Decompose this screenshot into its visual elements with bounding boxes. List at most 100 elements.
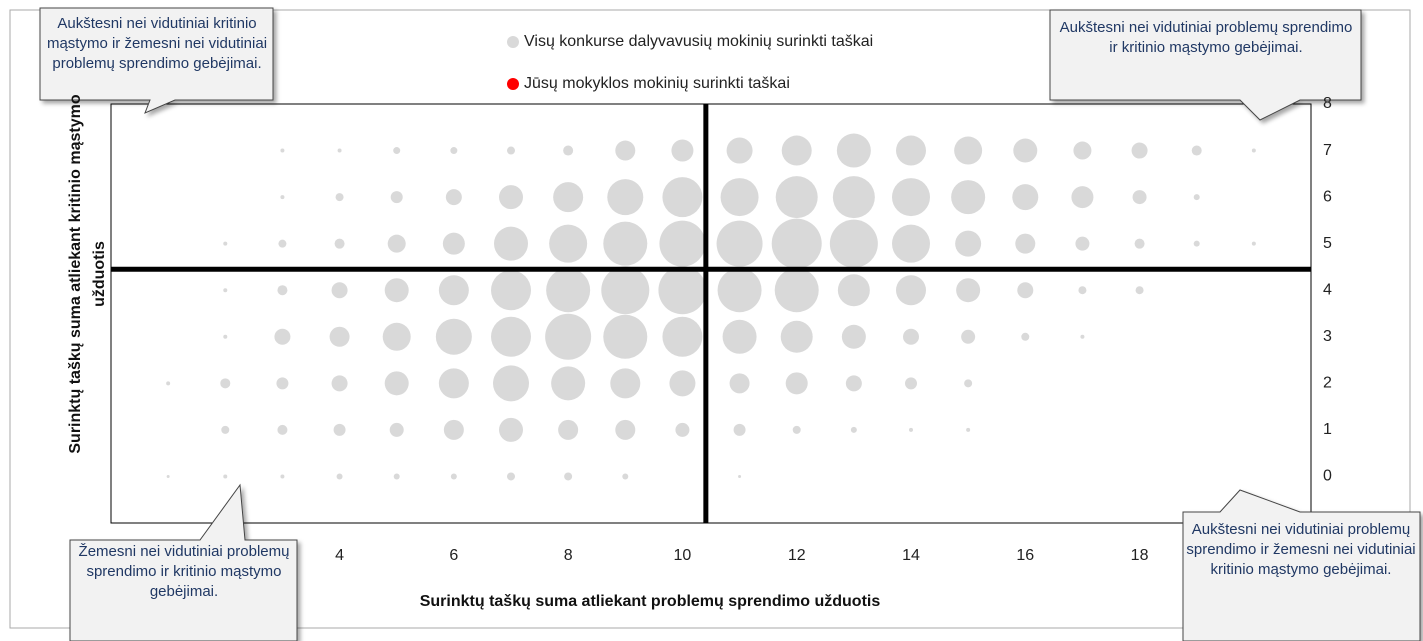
bubble	[671, 139, 694, 162]
bubble	[221, 425, 230, 434]
bubble	[720, 178, 759, 217]
bubble	[733, 423, 746, 436]
bubble	[278, 239, 287, 248]
x-tick-label: 10	[674, 547, 692, 564]
bubble	[659, 220, 706, 267]
bubble	[603, 221, 648, 266]
y-axis-title: Surinktų taškų suma atliekant kritinio m…	[67, 94, 108, 454]
bubble	[443, 419, 464, 440]
plot	[166, 133, 1256, 481]
x-tick-label: 6	[449, 547, 458, 564]
bubble	[280, 195, 285, 200]
bubble	[553, 182, 584, 213]
y-tick-label: 6	[1323, 188, 1332, 205]
bubble	[850, 426, 857, 433]
bubble	[892, 224, 930, 263]
bubble	[277, 424, 288, 435]
bubble	[956, 278, 981, 303]
bubble	[1193, 240, 1200, 247]
bubble	[961, 329, 976, 344]
bubble	[729, 373, 750, 394]
bubble	[781, 135, 812, 166]
bubble	[331, 282, 348, 299]
legend-label: Visų konkurse dalyvavusių mokinių surink…	[524, 33, 873, 50]
callout-box	[1182, 489, 1421, 641]
bubble	[622, 473, 629, 480]
bubble	[166, 381, 171, 386]
bubble	[387, 234, 406, 253]
legend-label: Jūsų mokyklos mokinių surinkti taškai	[524, 75, 790, 92]
bubble	[658, 266, 707, 315]
bubble	[896, 275, 926, 306]
bubble	[280, 148, 285, 153]
bubble	[601, 266, 650, 315]
bubble	[774, 268, 819, 313]
plot-border	[110, 103, 1312, 524]
bubble	[607, 179, 644, 216]
y-tick-label: 1	[1323, 421, 1332, 438]
bubble	[393, 147, 401, 155]
x-tick-label: 8	[564, 547, 573, 564]
bubble	[775, 176, 818, 219]
bubble	[333, 423, 346, 436]
x-axis-title: Surinktų taškų suma atliekant problemų s…	[419, 593, 881, 610]
bubble	[1021, 332, 1030, 341]
bubble	[1134, 238, 1145, 249]
bubble	[438, 368, 469, 399]
bubble	[1071, 186, 1094, 209]
bubble	[335, 193, 344, 202]
bubble	[491, 270, 531, 311]
bubble	[450, 147, 458, 155]
bubble	[845, 375, 862, 392]
bubble	[1078, 286, 1087, 295]
chart-border	[9, 9, 1411, 629]
bubble	[280, 474, 285, 479]
callout-box	[69, 483, 298, 641]
bubble	[389, 422, 404, 437]
bubble	[726, 137, 753, 164]
bubble	[491, 316, 531, 357]
bubble	[909, 427, 913, 432]
bubble	[331, 375, 348, 392]
bubble	[792, 425, 801, 434]
legend-marker	[507, 78, 519, 90]
bubble	[771, 218, 822, 269]
bubble	[274, 328, 291, 345]
bubble	[903, 328, 919, 345]
bubble	[334, 238, 345, 249]
bubble	[675, 422, 690, 437]
y-tick-label: 5	[1323, 235, 1332, 252]
y-tick-label: 2	[1323, 375, 1332, 392]
y-tick-label: 3	[1323, 328, 1332, 345]
y-tick-label: 0	[1323, 468, 1332, 485]
bubble	[1012, 184, 1039, 211]
bubble	[615, 419, 636, 440]
bubble	[223, 334, 228, 339]
bubble	[1017, 282, 1034, 299]
bubble	[220, 378, 231, 389]
bubble	[1080, 334, 1085, 339]
bubble	[722, 319, 757, 354]
bubble	[545, 313, 592, 360]
callout-text: Aukštesni nei vidutiniai problemų sprend…	[1186, 521, 1416, 578]
bubble	[954, 136, 983, 165]
bubble	[336, 473, 343, 480]
bubble	[1132, 190, 1147, 205]
bubble	[716, 220, 763, 267]
bubble	[964, 379, 973, 388]
bubble	[785, 372, 808, 395]
bubble	[442, 232, 465, 255]
bubble	[955, 230, 982, 257]
callout-box	[1049, 9, 1362, 121]
bubble	[546, 268, 591, 313]
bubble	[1131, 142, 1148, 159]
bubble	[499, 417, 523, 442]
x-tick-label: 12	[788, 547, 806, 564]
bubble	[499, 185, 523, 210]
bubble	[564, 472, 573, 481]
y-tick-label: 8	[1323, 95, 1332, 112]
bubble	[603, 314, 648, 359]
callout-text: Žemesni nei vidutiniai problemų sprendim…	[78, 543, 290, 600]
bubble	[382, 322, 411, 351]
